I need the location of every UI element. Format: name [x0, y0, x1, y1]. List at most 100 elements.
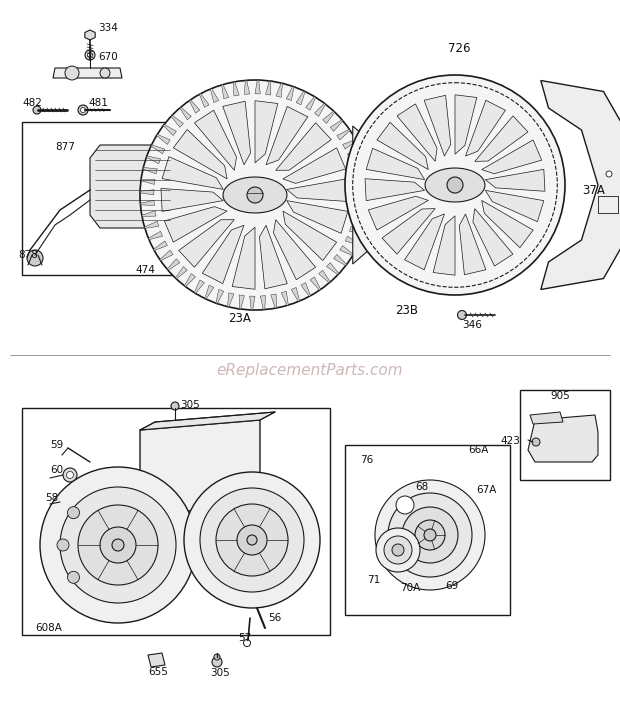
Text: 71: 71: [367, 575, 380, 585]
Circle shape: [78, 105, 88, 115]
Polygon shape: [53, 68, 122, 78]
Polygon shape: [353, 216, 367, 222]
Polygon shape: [397, 104, 437, 162]
Polygon shape: [466, 100, 505, 156]
Polygon shape: [143, 168, 157, 174]
Text: 70A: 70A: [400, 583, 420, 593]
Bar: [598, 196, 618, 212]
Text: 905: 905: [550, 391, 570, 401]
Text: 60: 60: [50, 465, 63, 475]
Polygon shape: [330, 120, 343, 131]
Polygon shape: [223, 101, 250, 165]
Circle shape: [65, 66, 79, 80]
Circle shape: [606, 171, 612, 177]
Polygon shape: [485, 170, 545, 191]
Circle shape: [184, 472, 320, 608]
Polygon shape: [355, 206, 369, 211]
Polygon shape: [314, 103, 326, 116]
Text: 655: 655: [148, 667, 168, 677]
Text: 66A: 66A: [468, 445, 489, 455]
Circle shape: [532, 438, 540, 446]
Circle shape: [458, 310, 466, 320]
Polygon shape: [528, 415, 598, 462]
Polygon shape: [473, 209, 513, 266]
Text: 423: 423: [500, 436, 520, 446]
Polygon shape: [255, 80, 260, 94]
Text: 23B: 23B: [395, 303, 418, 316]
Polygon shape: [459, 214, 486, 274]
Polygon shape: [222, 84, 229, 99]
Circle shape: [60, 487, 176, 603]
Polygon shape: [485, 191, 544, 222]
Polygon shape: [296, 91, 305, 105]
Polygon shape: [167, 258, 180, 270]
Polygon shape: [259, 225, 287, 289]
Polygon shape: [377, 122, 428, 170]
Polygon shape: [140, 200, 154, 206]
Polygon shape: [154, 241, 167, 251]
Text: 59: 59: [50, 440, 63, 450]
Circle shape: [447, 177, 463, 193]
Text: 305: 305: [180, 400, 200, 410]
Polygon shape: [163, 124, 176, 136]
Bar: [22, 408, 330, 635]
Circle shape: [100, 527, 136, 563]
Polygon shape: [356, 195, 370, 200]
Polygon shape: [347, 150, 361, 159]
Polygon shape: [405, 214, 445, 270]
Text: 56: 56: [268, 613, 281, 623]
Polygon shape: [433, 216, 455, 275]
Polygon shape: [334, 254, 347, 266]
Polygon shape: [340, 245, 353, 256]
Polygon shape: [228, 292, 234, 307]
Circle shape: [345, 75, 565, 295]
Polygon shape: [160, 250, 173, 261]
Circle shape: [27, 250, 43, 266]
Circle shape: [68, 507, 79, 518]
Circle shape: [384, 536, 412, 564]
Polygon shape: [140, 420, 260, 515]
Polygon shape: [368, 196, 428, 230]
Polygon shape: [174, 129, 227, 179]
Circle shape: [112, 539, 124, 551]
Polygon shape: [345, 236, 359, 245]
Polygon shape: [266, 106, 308, 165]
Polygon shape: [162, 157, 223, 189]
Polygon shape: [161, 188, 223, 212]
Circle shape: [100, 68, 110, 78]
Circle shape: [140, 80, 370, 310]
Polygon shape: [276, 83, 283, 97]
Polygon shape: [475, 116, 528, 162]
Polygon shape: [327, 263, 339, 274]
Polygon shape: [306, 97, 316, 110]
Polygon shape: [337, 129, 350, 140]
Polygon shape: [175, 266, 187, 279]
Polygon shape: [319, 270, 330, 283]
Polygon shape: [260, 295, 265, 310]
Circle shape: [376, 528, 420, 572]
Text: 37A: 37A: [582, 183, 605, 196]
Polygon shape: [424, 95, 451, 156]
Circle shape: [402, 507, 458, 563]
Circle shape: [63, 468, 77, 482]
Polygon shape: [140, 412, 275, 430]
Circle shape: [244, 640, 250, 646]
Text: 726: 726: [448, 41, 471, 54]
Circle shape: [87, 53, 92, 58]
Polygon shape: [530, 412, 563, 424]
Polygon shape: [180, 107, 192, 120]
Polygon shape: [482, 140, 542, 174]
Polygon shape: [200, 94, 209, 108]
Circle shape: [237, 525, 267, 555]
Polygon shape: [286, 87, 294, 100]
Polygon shape: [210, 89, 219, 103]
Circle shape: [392, 544, 404, 556]
Text: 608A: 608A: [35, 623, 62, 633]
Polygon shape: [356, 184, 370, 190]
Polygon shape: [283, 211, 337, 261]
Polygon shape: [151, 145, 165, 154]
Text: 474: 474: [135, 265, 155, 275]
Circle shape: [81, 108, 86, 113]
Polygon shape: [171, 116, 184, 127]
Circle shape: [200, 488, 304, 592]
